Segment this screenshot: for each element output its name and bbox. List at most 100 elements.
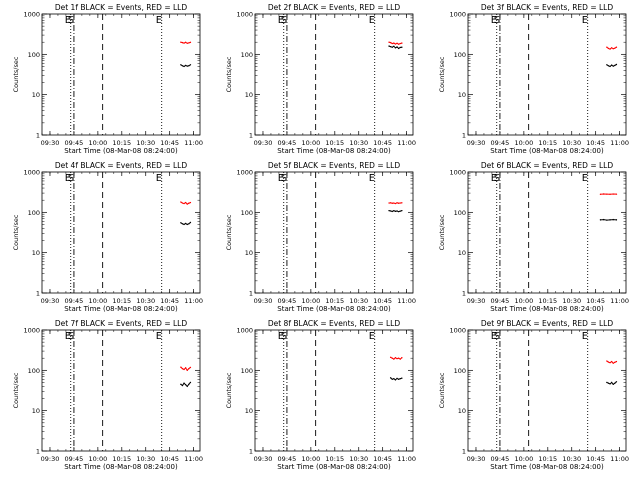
data-point-events (182, 65, 183, 66)
data-point-lld (609, 48, 610, 49)
data-point-lld (190, 367, 191, 368)
x-tick-label: 10:45 (586, 297, 605, 305)
event-marker-label: S (281, 15, 287, 26)
x-tick-label: 10:00 (514, 297, 533, 305)
data-point-lld (392, 357, 393, 358)
x-tick-label: 10:00 (88, 455, 107, 463)
x-tick-label: 10:45 (373, 297, 392, 305)
data-point-events (613, 219, 614, 220)
data-point-lld (187, 43, 188, 44)
data-point-lld (613, 193, 614, 194)
data-point-events (392, 379, 393, 380)
data-point-events (608, 382, 609, 383)
y-tick-label: 10 (245, 91, 253, 99)
chart-title: Det 1f BLACK = Events, RED = LLD (55, 3, 188, 12)
event-marker-label: E (582, 331, 588, 342)
x-tick-label: 10:15 (538, 139, 557, 147)
plot-frame (42, 330, 200, 451)
event-marker-label: E (369, 173, 375, 184)
data-point-lld (606, 47, 607, 48)
data-point-events (398, 211, 399, 212)
chart-title: Det 8f BLACK = Events, RED = LLD (268, 319, 401, 328)
x-tick-label: 10:15 (112, 455, 131, 463)
x-tick-label: 10:15 (325, 139, 344, 147)
data-point-lld (393, 358, 394, 359)
data-point-events (613, 65, 614, 66)
y-tick-label: 1 (249, 290, 253, 298)
data-point-events (182, 385, 183, 386)
x-tick-label: 10:45 (160, 297, 179, 305)
data-point-lld (190, 42, 191, 43)
data-point-events (182, 223, 183, 224)
y-tick-label: 100 (241, 209, 253, 217)
x-tick-label: 10:15 (538, 297, 557, 305)
x-tick-label: 11:00 (610, 455, 629, 463)
data-point-lld (183, 203, 184, 204)
data-point-lld (395, 43, 396, 44)
y-tick-label: 1 (249, 448, 253, 456)
data-point-lld (180, 41, 181, 42)
data-point-lld (188, 203, 189, 204)
x-tick-label: 10:45 (373, 139, 392, 147)
x-tick-label: 10:15 (325, 455, 344, 463)
data-point-events (608, 65, 609, 66)
data-point-events (393, 378, 394, 379)
y-tick-label: 10 (32, 249, 40, 257)
event-marker-label: E (156, 15, 162, 26)
x-tick-label: 09:45 (491, 139, 510, 147)
data-point-events (183, 66, 184, 67)
chart-title: Det 3f BLACK = Events, RED = LLD (481, 3, 614, 12)
y-tick-label: 1 (36, 290, 40, 298)
data-point-lld (390, 357, 391, 358)
data-point-events (396, 46, 397, 47)
data-point-events (390, 46, 391, 47)
data-point-events (393, 46, 394, 47)
x-tick-label: 10:15 (325, 297, 344, 305)
y-tick-label: 1 (36, 132, 40, 140)
data-point-events (390, 377, 391, 378)
data-point-events (390, 210, 391, 211)
data-point-events (395, 211, 396, 212)
plot-frame (255, 14, 413, 135)
x-tick-label: 10:30 (562, 139, 581, 147)
data-point-events (609, 219, 610, 220)
data-point-events (393, 210, 394, 211)
x-axis-label: Start Time (08-Mar-08 08:24:00) (490, 305, 604, 313)
y-tick-label: 100 (454, 51, 466, 59)
data-point-events (392, 211, 393, 212)
event-marker-label: S (68, 173, 74, 184)
data-point-events (396, 378, 397, 379)
x-tick-label: 10:45 (586, 455, 605, 463)
data-point-lld (187, 370, 188, 371)
data-point-lld (400, 358, 401, 359)
y-axis-label: Counts/sec (438, 372, 446, 408)
data-point-events (183, 382, 184, 383)
y-tick-label: 1000 (23, 11, 40, 19)
event-marker-label: S (68, 331, 74, 342)
data-point-events (187, 386, 188, 387)
data-point-lld (188, 368, 189, 369)
event-marker-label: E (369, 331, 375, 342)
data-point-events (616, 381, 617, 382)
y-axis-label: Counts/sec (12, 56, 20, 92)
plot-frame (255, 330, 413, 451)
y-tick-label: 1000 (23, 327, 40, 335)
y-tick-label: 10 (32, 407, 40, 415)
data-point-events (401, 47, 402, 48)
data-point-lld (616, 47, 617, 48)
data-point-events (185, 223, 186, 224)
data-point-lld (183, 42, 184, 43)
data-point-events (603, 219, 604, 220)
x-tick-label: 11:00 (610, 297, 629, 305)
x-tick-label: 10:00 (301, 297, 320, 305)
event-marker-label: S (494, 173, 500, 184)
plot-frame (42, 172, 200, 293)
data-point-lld (609, 194, 610, 195)
chart-title: Det 4f BLACK = Events, RED = LLD (55, 161, 188, 170)
y-tick-label: 1000 (23, 169, 40, 177)
y-tick-label: 1 (249, 132, 253, 140)
x-tick-label: 10:45 (160, 455, 179, 463)
